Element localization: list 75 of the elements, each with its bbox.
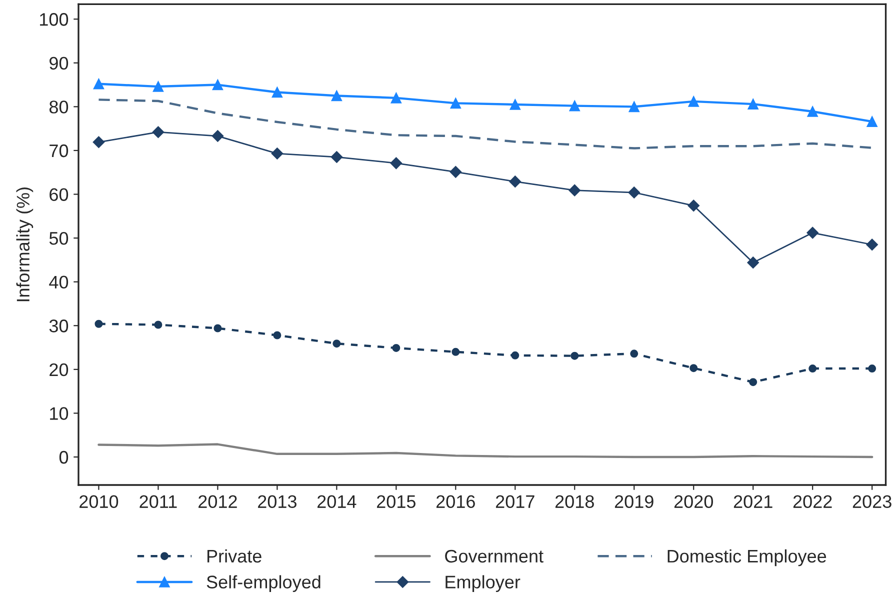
point [688, 200, 700, 212]
point [749, 378, 758, 386]
point [452, 348, 460, 356]
point [568, 184, 581, 196]
y-tick-label: 70 [50, 144, 68, 158]
x-tick-label: 2011 [140, 495, 177, 508]
point [392, 344, 400, 352]
point [628, 101, 640, 112]
y-tick-label: 50 [49, 232, 68, 245]
y-tick-label: 40 [49, 276, 68, 289]
point [688, 96, 699, 107]
x-tick-label: 2013 [258, 495, 296, 508]
x-tick-label: 2014 [318, 495, 356, 508]
point [94, 320, 103, 328]
x-tick-label: 2016 [436, 495, 475, 508]
y-tick-label: 90 [50, 56, 68, 70]
point [807, 106, 818, 117]
point [868, 364, 876, 373]
point [628, 186, 640, 198]
legend-label: Domestic Employee [668, 549, 826, 566]
point [450, 98, 462, 109]
x-tick-label: 2018 [555, 495, 594, 508]
point [212, 130, 224, 142]
point [273, 331, 282, 340]
point [332, 340, 341, 348]
x-tick-label: 2022 [793, 495, 832, 508]
x-tick-label: 2015 [376, 495, 416, 508]
point [690, 364, 698, 372]
point [570, 352, 579, 360]
y-tick-label: 10 [50, 407, 68, 420]
point [92, 136, 105, 148]
point [152, 126, 164, 138]
point [569, 100, 580, 112]
point [630, 350, 638, 358]
y-tick-label: 20 [50, 363, 68, 376]
point [390, 157, 402, 170]
point [509, 176, 522, 188]
point [510, 99, 521, 110]
y-axis-title: Informality (%) [16, 188, 34, 302]
point [748, 98, 758, 110]
point [212, 79, 224, 90]
point [152, 81, 164, 92]
point [214, 324, 222, 332]
y-tick-label: 0 [59, 450, 68, 464]
legend-label: Private [207, 549, 262, 563]
point [450, 166, 462, 178]
point [331, 90, 342, 102]
x-tick-label: 2021 [734, 495, 772, 508]
y-tick-label: 30 [49, 320, 68, 332]
point [154, 320, 162, 329]
point [511, 351, 520, 360]
point [866, 238, 878, 251]
point [747, 256, 760, 268]
point [808, 364, 817, 373]
line-series [98, 443, 874, 458]
point [93, 78, 104, 90]
point [272, 86, 283, 98]
point [330, 151, 343, 163]
x-tick-label: 2019 [614, 495, 654, 508]
x-tick-label: 2012 [198, 495, 237, 508]
point [866, 116, 878, 127]
line-series [98, 98, 874, 150]
y-tick-label: 60 [50, 188, 68, 201]
y-tick-label: 80 [49, 100, 68, 114]
x-tick-label: 2023 [852, 495, 892, 508]
x-tick-label: 2010 [80, 495, 118, 508]
legend-label: Employer [446, 575, 520, 592]
point [271, 148, 284, 160]
point [390, 92, 402, 104]
legend-label: Government [445, 550, 544, 563]
x-tick-label: 2017 [496, 495, 534, 508]
point [806, 226, 819, 239]
legend-label: Self-employed [206, 575, 320, 592]
y-tick-label: 100 [40, 13, 68, 26]
x-tick-label: 2020 [674, 495, 713, 508]
